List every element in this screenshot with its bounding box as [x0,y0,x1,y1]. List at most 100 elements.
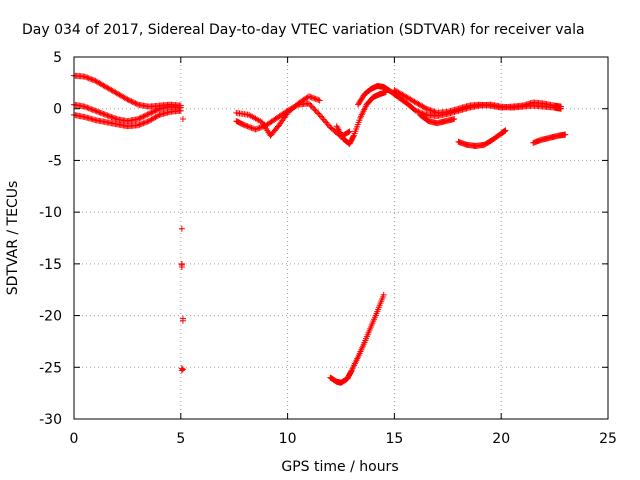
y-axis-label: SDTVAR / TECUs [5,181,21,296]
y-tick-label: -30 [39,412,62,428]
data-point-arc2 [140,113,147,120]
y-tick-label: -15 [39,257,62,273]
data-point-arc2 [151,108,158,115]
data-point-arc2 [85,105,92,112]
data-point-arc8 [558,103,565,110]
data-point-arc4 [305,100,312,107]
x-tick-label: 25 [599,431,617,447]
data-point-arc4 [313,109,320,116]
data-point-arc3 [144,118,151,125]
data-point-arc3 [141,119,148,126]
data-point-arc5 [309,94,316,101]
data-point-arc1 [124,96,131,103]
data-point-arc1 [91,77,98,84]
data-point-arc7 [415,108,422,115]
data-point-arc2 [104,112,111,119]
data-point-arc2 [87,105,94,112]
data-point-arc8 [428,107,435,114]
data-point-arc8 [430,108,437,115]
data-point-arc4 [255,125,262,132]
data-point-arc3 [140,120,147,127]
data-point-arc10 [502,127,509,134]
data-point-arc4 [315,110,322,117]
data-point-arc2 [148,109,155,116]
data-point-arc2 [155,106,162,113]
data-point-arc3 [155,112,162,119]
data-point-arc3 [177,107,184,114]
data-point-arc5 [315,96,322,103]
data-point-arc2 [108,113,115,120]
data-point-arc2 [107,113,114,120]
data-point-arc5 [316,97,323,104]
data-point-arc2 [81,103,88,110]
x-tick-label: 15 [385,431,403,447]
data-point-arc1 [132,100,139,107]
data-point-arc1 [125,97,132,104]
data-point-arc8 [423,105,430,112]
data-point-arc4 [253,125,260,132]
data-point-arc2 [93,108,100,115]
data-point-arc2 [112,115,119,122]
data-point-isolated [178,367,185,374]
data-point-arc1 [81,73,88,80]
data-point-arc4 [309,104,316,111]
data-point-arc3 [135,122,142,129]
data-point-isolated [179,116,186,123]
y-tick-label: -20 [39,309,62,325]
data-point-arc2 [109,114,116,121]
data-point-arc1 [131,99,138,106]
data-point-arc4 [243,122,250,129]
data-point-arc5 [312,95,319,102]
data-point-arc1 [87,75,94,82]
data-point-arc1 [84,74,91,81]
y-tick-label: 5 [53,50,62,66]
data-point-arc4 [346,128,353,135]
data-point-arc4 [345,129,352,136]
data-point-arc4 [247,124,254,131]
data-point-arc2 [135,116,142,123]
data-point-arc1 [133,100,140,107]
data-point-arc1 [83,74,90,81]
data-point-arc4 [241,122,248,129]
data-point-arc2 [136,115,143,122]
data-point-arc3 [139,120,146,127]
data-point-arc4 [249,125,256,132]
data-point-arc1 [123,95,130,102]
data-point-arc2 [111,115,118,122]
data-point-arc2 [100,110,107,117]
x-tick-label: 10 [279,431,297,447]
data-point-arc7 [414,108,421,115]
data-point-arc3 [136,121,143,128]
data-point-arc2 [92,107,99,114]
data-point-arc5 [308,94,315,101]
data-point-arc2 [153,107,160,114]
data-point-arc8 [427,107,434,114]
data-point-arc2 [141,112,148,119]
data-point-arc1 [127,97,134,104]
data-point-isolated [178,225,185,232]
y-tick-label: 0 [53,102,62,118]
data-point-arc1 [89,76,96,83]
data-point-arc7 [412,107,419,114]
data-point-arc4 [308,103,315,110]
data-point-arc5 [311,95,318,102]
data-point-arc2 [103,111,110,118]
data-point-isolated [179,366,186,373]
data-point-arc8 [424,106,431,113]
data-point-arc12 [380,291,387,298]
x-tick-label: 0 [70,431,79,447]
data-point-arc4 [252,126,259,133]
data-point-arc5 [305,93,312,100]
data-point-arc8 [426,106,433,113]
data-point-arc2 [149,108,156,115]
data-point-arc6 [350,133,357,140]
y-tick-label: -25 [39,360,62,376]
data-point-arc5 [313,96,320,103]
data-point-arc1 [128,98,135,105]
data-point-arc4 [248,124,255,131]
chart-title: Day 034 of 2017, Sidereal Day-to-day VTE… [22,22,585,38]
data-point-arc2 [84,104,91,111]
y-tick-label: -5 [48,153,62,169]
data-point-arc8 [431,108,438,115]
data-point-arc4 [245,123,252,130]
